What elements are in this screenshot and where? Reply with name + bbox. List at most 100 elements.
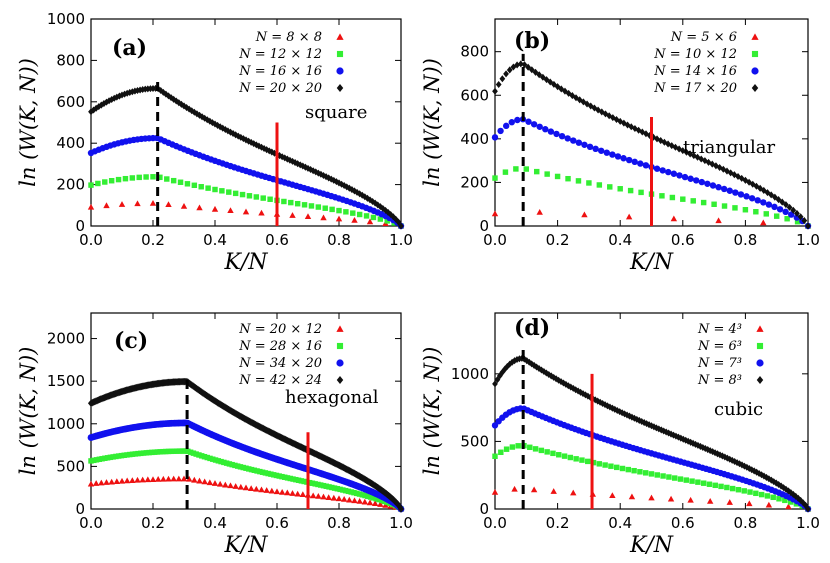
x-tick-label: 0.4 [608,231,632,249]
data-point [506,66,513,74]
y-tick-label: 500 [56,457,85,475]
data-point [607,184,613,190]
data-point [96,456,103,462]
data-point [335,495,343,502]
data-point [230,129,236,138]
data-point [354,188,360,196]
data-point [671,475,678,481]
x-tick-label: 1.0 [796,514,820,532]
data-point [129,477,136,483]
data-point [625,466,632,473]
data-point [491,488,499,495]
data-point [659,167,666,174]
data-point [165,201,172,208]
data-point [631,467,637,474]
data-point [748,195,756,202]
data-point [660,473,666,479]
data-point [625,156,633,164]
data-point [395,218,402,226]
y-tick-label: 600 [56,93,85,111]
data-point [322,205,328,211]
data-point [308,203,315,209]
data-point [294,200,301,207]
data-point [289,157,296,165]
data-point [336,179,342,187]
data-point [190,450,197,456]
data-point [253,485,260,492]
data-point [726,187,733,194]
x-tick-label: 0.0 [483,231,507,249]
legend-marker [751,33,759,40]
data-point [229,461,235,468]
data-point [154,476,162,482]
data-point [263,487,270,493]
data-point [783,201,789,209]
data-point [586,180,592,186]
data-point [366,499,374,506]
y-axis-label: ln (W(K, N)) [420,347,444,476]
data-point [88,108,94,116]
data-point [619,465,626,472]
data-point [575,178,582,184]
legend-marker [336,325,344,332]
data-point [532,446,539,452]
legend-label: N = 16 × 16 [238,64,322,79]
data-point [361,498,369,505]
data-point [227,128,234,136]
data-point [248,466,255,473]
data-point [237,483,245,490]
data-point [143,450,150,456]
data-point [257,468,263,475]
data-point [258,143,265,151]
data-point [718,483,724,490]
data-point [87,480,95,487]
data-point [102,179,108,185]
data-point [365,493,371,500]
data-point [530,486,538,493]
data-point [315,481,321,488]
data-point [232,462,238,469]
data-point [212,457,219,463]
data-point [149,200,157,206]
data-point [771,203,778,211]
data-point [160,475,167,482]
data-point [637,469,643,475]
data-point [765,501,773,508]
x-tick-label: 0.0 [483,514,507,532]
data-point [758,491,765,498]
legend-label: N = 7³ [697,356,742,371]
data-point [538,447,545,454]
x-tick-label: 0.8 [327,231,351,249]
data-point [501,365,508,373]
data-point [536,123,543,130]
data-point [219,124,226,132]
data-point [550,488,557,494]
data-point [304,213,312,220]
data-point [218,458,224,465]
data-point [620,155,627,162]
x-tick-label: 0.2 [546,231,570,249]
data-point [614,464,620,471]
data-point [103,202,110,209]
data-point [687,175,694,182]
legend-label: N = 12 × 12 [238,47,322,62]
data-point [527,444,533,451]
data-point [232,483,239,489]
data-point [356,491,363,497]
data-point [721,203,728,209]
data-point [377,216,384,222]
data-point [534,168,540,175]
data-point [115,453,122,459]
data-point [657,137,664,145]
data-point [343,209,349,215]
legend-marker [336,376,344,384]
data-point [306,479,313,486]
x-tick-label: 0.2 [141,514,165,532]
data-point [268,487,276,494]
data-point [680,435,687,443]
data-point [206,479,214,486]
data-point [227,207,234,214]
data-point [150,174,156,180]
data-point [376,496,382,503]
data-point [542,126,549,133]
